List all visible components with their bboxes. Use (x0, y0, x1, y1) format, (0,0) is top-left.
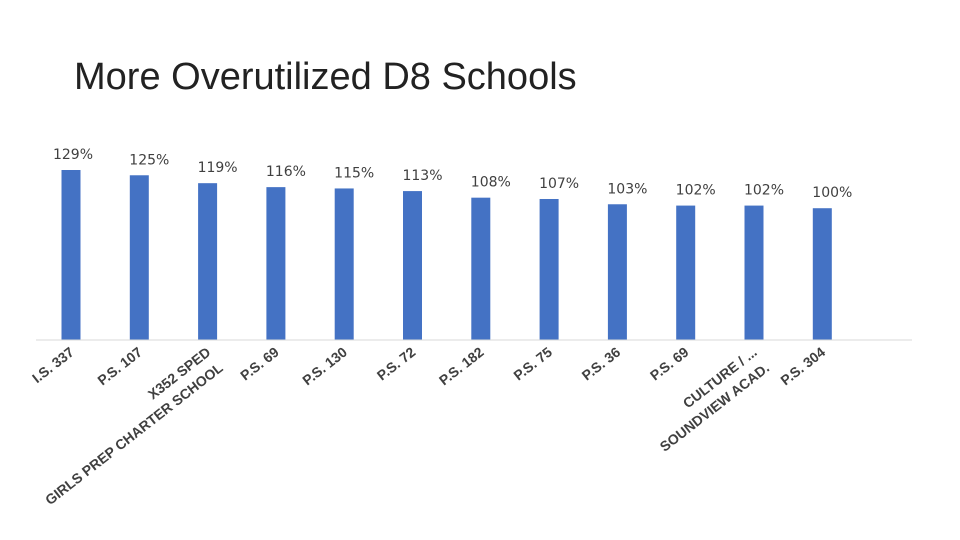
category-label-line: I.S. 337 (29, 344, 77, 386)
category-label: P.S. 75 (510, 344, 555, 384)
category-label: P.S. 72 (374, 344, 419, 384)
category-label-line: P.S. 182 (436, 344, 487, 389)
bar-9 (607, 204, 627, 340)
category-label: P.S. 182 (436, 344, 487, 389)
category-label-line: P.S. 304 (777, 344, 828, 389)
category-label: I.S. 337 (29, 344, 77, 386)
value-label: 108% (471, 175, 511, 191)
value-label: 125% (129, 152, 169, 168)
category-label: P.S. 36 (579, 344, 624, 384)
bar-11 (744, 205, 764, 340)
bar-8 (539, 198, 559, 340)
bar-7 (471, 197, 491, 340)
value-label: 113% (402, 168, 442, 184)
bar-5 (334, 188, 354, 340)
category-label-line: P.S. 75 (510, 344, 555, 384)
value-label: 103% (607, 181, 647, 197)
value-label: 107% (539, 176, 579, 192)
bar-12 (812, 208, 832, 340)
value-label: 129% (53, 147, 93, 163)
value-label: 115% (334, 165, 374, 181)
bar-3 (198, 183, 218, 340)
bar-2 (129, 175, 149, 340)
category-label-line: P.S. 130 (299, 344, 350, 389)
category-label-line: P.S. 107 (94, 344, 145, 389)
bar-10 (676, 205, 696, 340)
category-label: P.S. 107 (94, 344, 145, 389)
chart-title: More Overutilized D8 Schools (74, 56, 577, 98)
bars-group (61, 170, 832, 340)
value-label: 100% (812, 185, 852, 201)
category-label: P.S. 69 (647, 344, 692, 384)
bar-4 (266, 187, 286, 340)
category-label: P.S. 304 (777, 344, 828, 389)
category-label-line: P.S. 69 (237, 344, 282, 384)
value-label: 119% (198, 160, 238, 176)
value-label: 102% (744, 183, 784, 199)
value-labels-group: 129% 125% 119% 116% 115% 113% 108% 107% 103% 102%… (53, 147, 852, 201)
category-label-line: P.S. 69 (647, 344, 692, 384)
category-label-line: P.S. 36 (579, 344, 624, 384)
category-label: P.S. 130 (299, 344, 350, 389)
value-label: 116% (266, 164, 306, 180)
bar-1 (61, 170, 81, 340)
value-label: 102% (676, 183, 716, 199)
bar-6 (403, 191, 422, 340)
category-label: P.S. 69 (237, 344, 282, 384)
category-label-line: P.S. 72 (374, 344, 419, 384)
category-label-line: GIRLS PREP CHARTER SCHOOL (42, 359, 226, 508)
